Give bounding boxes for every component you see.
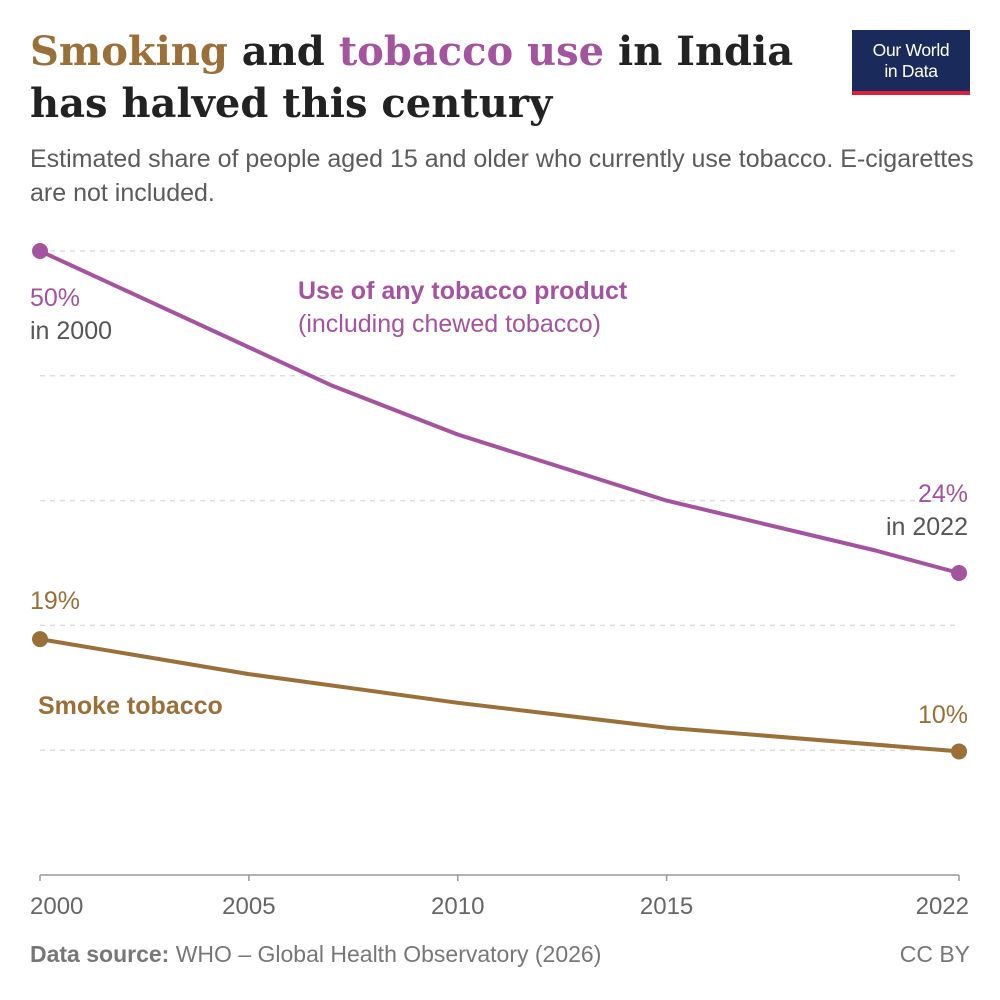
- data-point-tobacco-start[interactable]: [32, 243, 48, 259]
- chart-title: Smoking and tobacco use in India has hal…: [30, 26, 810, 130]
- owid-logo[interactable]: Our World in Data: [852, 30, 970, 95]
- logo-line-1: Our World: [872, 39, 950, 60]
- series-label-smoke: Smoke tobacco: [38, 692, 223, 720]
- title-part: in India has halved this century: [30, 28, 794, 127]
- data-label-smoke-start-value: 19%: [30, 587, 80, 615]
- data-label-tobacco-start-year: in 2000: [30, 317, 112, 345]
- data-point-smoke-start[interactable]: [32, 631, 48, 648]
- data-source-text: WHO – Global Health Observatory (2026): [169, 941, 602, 967]
- logo-line-2: in Data: [884, 60, 938, 81]
- data-label-tobacco-end-value: 24%: [918, 480, 968, 508]
- x-tick-label: 2022: [916, 893, 969, 920]
- data-label-tobacco-start-value: 50%: [30, 284, 80, 312]
- title-part: tobacco use: [338, 28, 605, 75]
- data-point-tobacco-end[interactable]: [951, 564, 967, 581]
- data-label-smoke-end-value: 10%: [918, 701, 968, 729]
- data-source: Data source: WHO – Global Health Observa…: [30, 941, 601, 968]
- chart-footer: Data source: WHO – Global Health Observa…: [30, 941, 970, 968]
- data-source-label: Data source:: [30, 941, 170, 967]
- data-label-tobacco-end-year: in 2022: [886, 513, 968, 541]
- x-tick-label: 2015: [640, 893, 693, 920]
- x-tick-label: 2010: [431, 893, 484, 920]
- data-point-smoke-end[interactable]: [951, 743, 967, 760]
- series-note-tobacco: (including chewed tobacco): [298, 310, 601, 338]
- series-line-tobacco[interactable]: [38, 249, 961, 575]
- license-label[interactable]: CC BY: [899, 941, 970, 967]
- title-part: and: [227, 28, 339, 75]
- x-tick-label: 2005: [222, 893, 275, 920]
- chart-subtitle: Estimated share of people aged 15 and ol…: [30, 145, 974, 207]
- title-part: Smoking: [30, 28, 228, 75]
- series-line-smoke[interactable]: [38, 637, 961, 754]
- series-label-tobacco: Use of any tobacco product: [298, 277, 628, 305]
- x-tick-label: 2000: [30, 893, 83, 920]
